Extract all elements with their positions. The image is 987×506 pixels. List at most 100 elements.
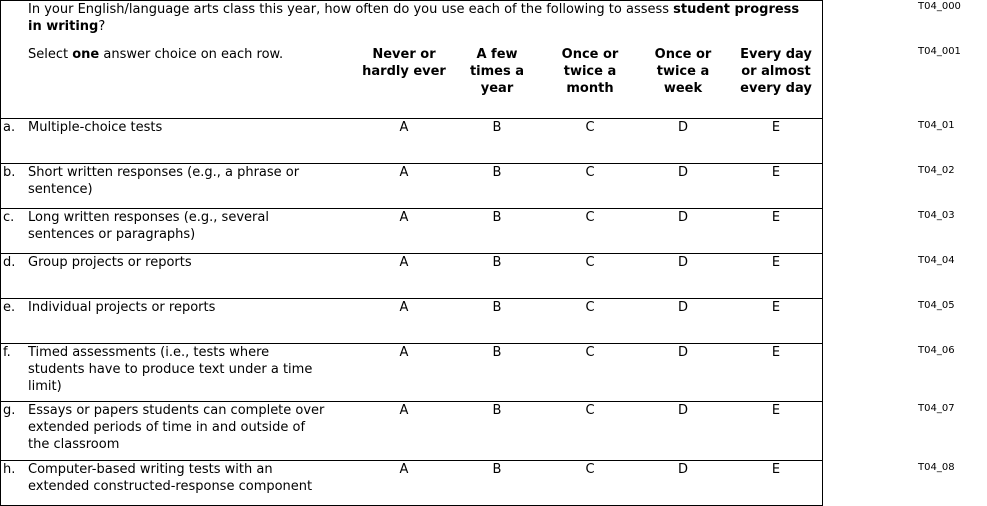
answer-choice[interactable]: A: [399, 403, 409, 418]
row-letter: g.: [3, 403, 16, 418]
answer-choice[interactable]: E: [771, 403, 781, 418]
row-letter: a.: [3, 120, 16, 135]
item-code: T04_02: [918, 165, 955, 176]
header-line: year: [480, 81, 514, 96]
text-segment: In your English/language arts class this…: [28, 2, 674, 17]
column-header: Every day or almost every day: [726, 46, 826, 97]
row-separator: [0, 163, 822, 164]
row-text: Multiple-choice tests: [28, 119, 162, 136]
answer-choice[interactable]: D: [677, 462, 688, 477]
answer-choice[interactable]: A: [399, 300, 409, 315]
item-code: T04_07: [918, 403, 955, 414]
answer-choice[interactable]: C: [585, 462, 595, 477]
answer-choice[interactable]: E: [771, 120, 781, 135]
text-segment: ?: [98, 19, 106, 34]
row-text-line: extended periods of time in and outside …: [28, 420, 306, 435]
answer-choice[interactable]: E: [771, 300, 781, 315]
item-code: T04_03: [918, 210, 955, 221]
answer-choice[interactable]: D: [677, 165, 688, 180]
row-letter: d.: [3, 255, 16, 270]
answer-choice[interactable]: E: [771, 165, 781, 180]
row-text-line: Essays or papers students can complete o…: [28, 403, 325, 418]
answer-choice[interactable]: D: [677, 403, 688, 418]
answer-choice[interactable]: A: [399, 165, 409, 180]
instruction-text: Select one answer choice on each row.: [28, 46, 348, 63]
row-text: Computer-based writing tests with an exte…: [28, 461, 312, 495]
row-text-line: the classroom: [28, 437, 120, 452]
table-border: [0, 0, 822, 1]
row-separator: [0, 118, 822, 119]
item-code: T04_08: [918, 462, 955, 473]
row-text-line: Long written responses (e.g., several: [28, 210, 269, 225]
header-line: week: [663, 81, 703, 96]
header-line: Once or: [561, 47, 619, 62]
answer-choice[interactable]: A: [399, 462, 409, 477]
answer-choice[interactable]: D: [677, 345, 688, 360]
header-line: Never or: [372, 47, 436, 62]
answer-choice[interactable]: B: [492, 300, 502, 315]
answer-choice[interactable]: C: [585, 300, 595, 315]
answer-choice[interactable]: B: [492, 345, 502, 360]
answer-choice[interactable]: E: [771, 255, 781, 270]
row-letter: b.: [3, 165, 16, 180]
row-text: Individual projects or reports: [28, 299, 215, 316]
row-text: Long written responses (e.g., several sen…: [28, 209, 269, 243]
item-code: T04_000: [918, 1, 961, 12]
header-line: times a: [469, 64, 525, 79]
header-line: every day: [740, 81, 812, 96]
answer-choice[interactable]: B: [492, 255, 502, 270]
answer-choice[interactable]: B: [492, 165, 502, 180]
answer-choice[interactable]: E: [771, 210, 781, 225]
item-code: T04_01: [918, 120, 955, 131]
row-separator: [0, 460, 822, 461]
text-segment: answer choice on each row.: [99, 47, 284, 62]
question-text: In your English/language arts class this…: [28, 1, 808, 35]
answer-choice[interactable]: A: [399, 120, 409, 135]
row-letter: f.: [3, 345, 11, 360]
item-code: T04_06: [918, 345, 955, 356]
item-code: T04_001: [918, 46, 961, 57]
row-separator: [0, 401, 822, 402]
header-line: or almost: [741, 64, 811, 79]
header-line: month: [566, 81, 614, 96]
row-text-line: extended constructed-response component: [28, 479, 313, 494]
row-separator: [0, 208, 822, 209]
answer-choice[interactable]: A: [399, 255, 409, 270]
answer-choice[interactable]: C: [585, 120, 595, 135]
answer-choice[interactable]: D: [677, 300, 688, 315]
item-code: T04_05: [918, 300, 955, 311]
answer-choice[interactable]: B: [492, 210, 502, 225]
answer-choice[interactable]: C: [585, 403, 595, 418]
answer-choice[interactable]: E: [771, 345, 781, 360]
answer-choice[interactable]: B: [492, 403, 502, 418]
answer-choice[interactable]: C: [585, 210, 595, 225]
row-letter: c.: [3, 210, 15, 225]
answer-choice[interactable]: B: [492, 120, 502, 135]
answer-choice[interactable]: B: [492, 462, 502, 477]
answer-choice[interactable]: D: [677, 210, 688, 225]
answer-choice[interactable]: C: [585, 165, 595, 180]
row-text-line: Multiple-choice tests: [28, 120, 163, 135]
row-separator: [0, 343, 822, 344]
row-text-line: Short written responses (e.g., a phrase …: [28, 165, 300, 180]
column-header: Once or twice a week: [633, 46, 733, 97]
answer-choice[interactable]: D: [677, 255, 688, 270]
row-text-line: sentences or paragraphs): [28, 227, 196, 242]
answer-choice[interactable]: A: [399, 345, 409, 360]
answer-choice[interactable]: A: [399, 210, 409, 225]
row-separator: [0, 298, 822, 299]
answer-choice[interactable]: C: [585, 345, 595, 360]
answer-choice[interactable]: C: [585, 255, 595, 270]
answer-choice[interactable]: D: [677, 120, 688, 135]
text-segment: student progress in writing: [28, 2, 800, 34]
header-line: hardly ever: [362, 64, 446, 79]
column-header: A few times a year: [447, 46, 547, 97]
row-letter: e.: [3, 300, 16, 315]
answer-choice[interactable]: E: [771, 462, 781, 477]
row-separator: [0, 253, 822, 254]
header-line: Every day: [740, 47, 812, 62]
row-text-line: Timed assessments (i.e., tests where: [28, 345, 270, 360]
table-border: [822, 0, 823, 506]
row-text-line: Group projects or reports: [28, 255, 192, 270]
